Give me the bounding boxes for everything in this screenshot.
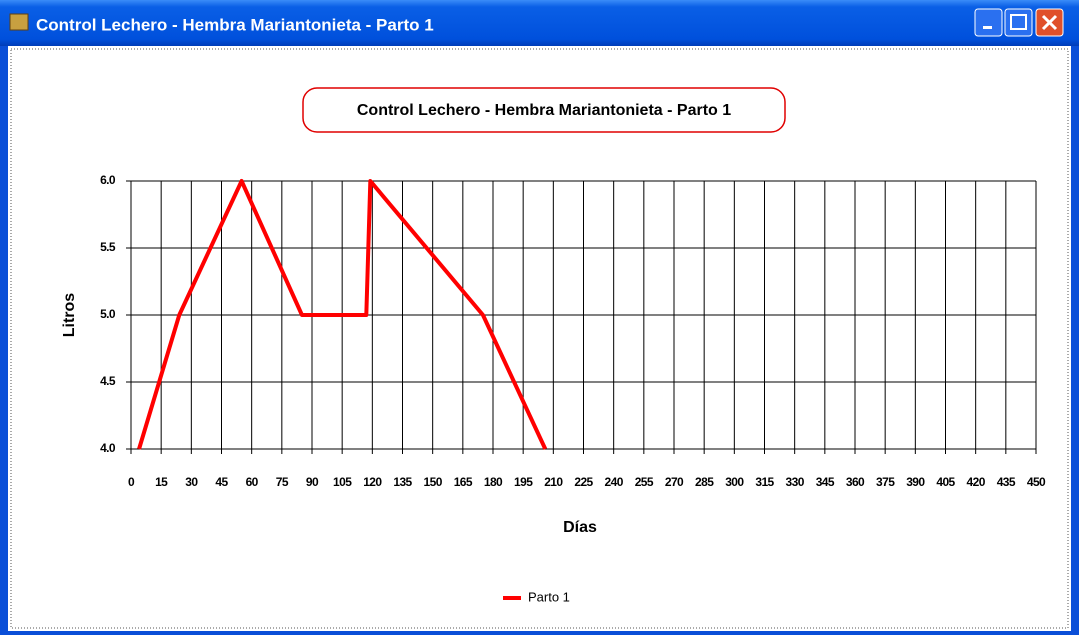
maximize-icon (1010, 14, 1027, 30)
x-tick-label: 360 (846, 475, 865, 489)
x-tick-label: 300 (725, 475, 744, 489)
x-tick-label: 30 (185, 475, 198, 489)
window-title: Control Lechero - Hembra Mariantonieta -… (36, 15, 434, 34)
x-tick-label: 90 (306, 475, 319, 489)
y-tick-label: 6.0 (100, 173, 116, 187)
y-tick-label: 4.5 (100, 374, 116, 388)
chart-title: Control Lechero - Hembra Mariantonieta -… (357, 102, 731, 119)
x-tick-label: 375 (876, 475, 895, 489)
x-tick-label: 165 (454, 475, 473, 489)
client-border (10, 48, 1069, 629)
x-tick-label: 330 (786, 475, 805, 489)
y-tick-label: 4.0 (100, 441, 116, 455)
chart-title-box (302, 87, 786, 133)
y-tick-label: 5.0 (100, 307, 116, 321)
x-tick-label: 420 (967, 475, 986, 489)
x-tick-label: 285 (695, 475, 714, 489)
x-tick-label: 390 (906, 475, 925, 489)
x-tick-label: 435 (997, 475, 1016, 489)
maximize-button[interactable] (1004, 8, 1033, 37)
legend-label: Parto 1 (528, 589, 570, 604)
x-tick-label: 255 (635, 475, 654, 489)
x-tick-label: 315 (755, 475, 774, 489)
x-tick-label: 210 (544, 475, 563, 489)
x-tick-label: 240 (605, 475, 624, 489)
minimize-icon (983, 26, 992, 29)
x-tick-label: 150 (424, 475, 443, 489)
x-tick-label: 105 (333, 475, 352, 489)
x-tick-label: 450 (1027, 475, 1046, 489)
x-tick-label: 120 (363, 475, 382, 489)
x-tick-label: 345 (816, 475, 835, 489)
x-tick-label: 270 (665, 475, 684, 489)
title-bar (0, 0, 1079, 46)
x-tick-label: 75 (276, 475, 289, 489)
close-icon (1041, 14, 1058, 31)
x-axis-label: Días (563, 519, 597, 536)
x-tick-label: 135 (393, 475, 412, 489)
client-area (8, 46, 1071, 631)
x-tick-label: 45 (215, 475, 228, 489)
minimize-button[interactable] (974, 8, 1003, 37)
x-tick-label: 180 (484, 475, 503, 489)
x-tick-label: 60 (246, 475, 259, 489)
x-tick-label: 15 (155, 475, 168, 489)
x-tick-label: 195 (514, 475, 533, 489)
x-tick-label: 0 (128, 475, 135, 489)
x-tick-label: 225 (574, 475, 593, 489)
y-axis-label: Litros (61, 293, 78, 338)
data-line (137, 179, 548, 450)
y-tick-label: 5.5 (100, 240, 116, 254)
app-icon (9, 13, 29, 31)
x-tick-label: 405 (936, 475, 955, 489)
